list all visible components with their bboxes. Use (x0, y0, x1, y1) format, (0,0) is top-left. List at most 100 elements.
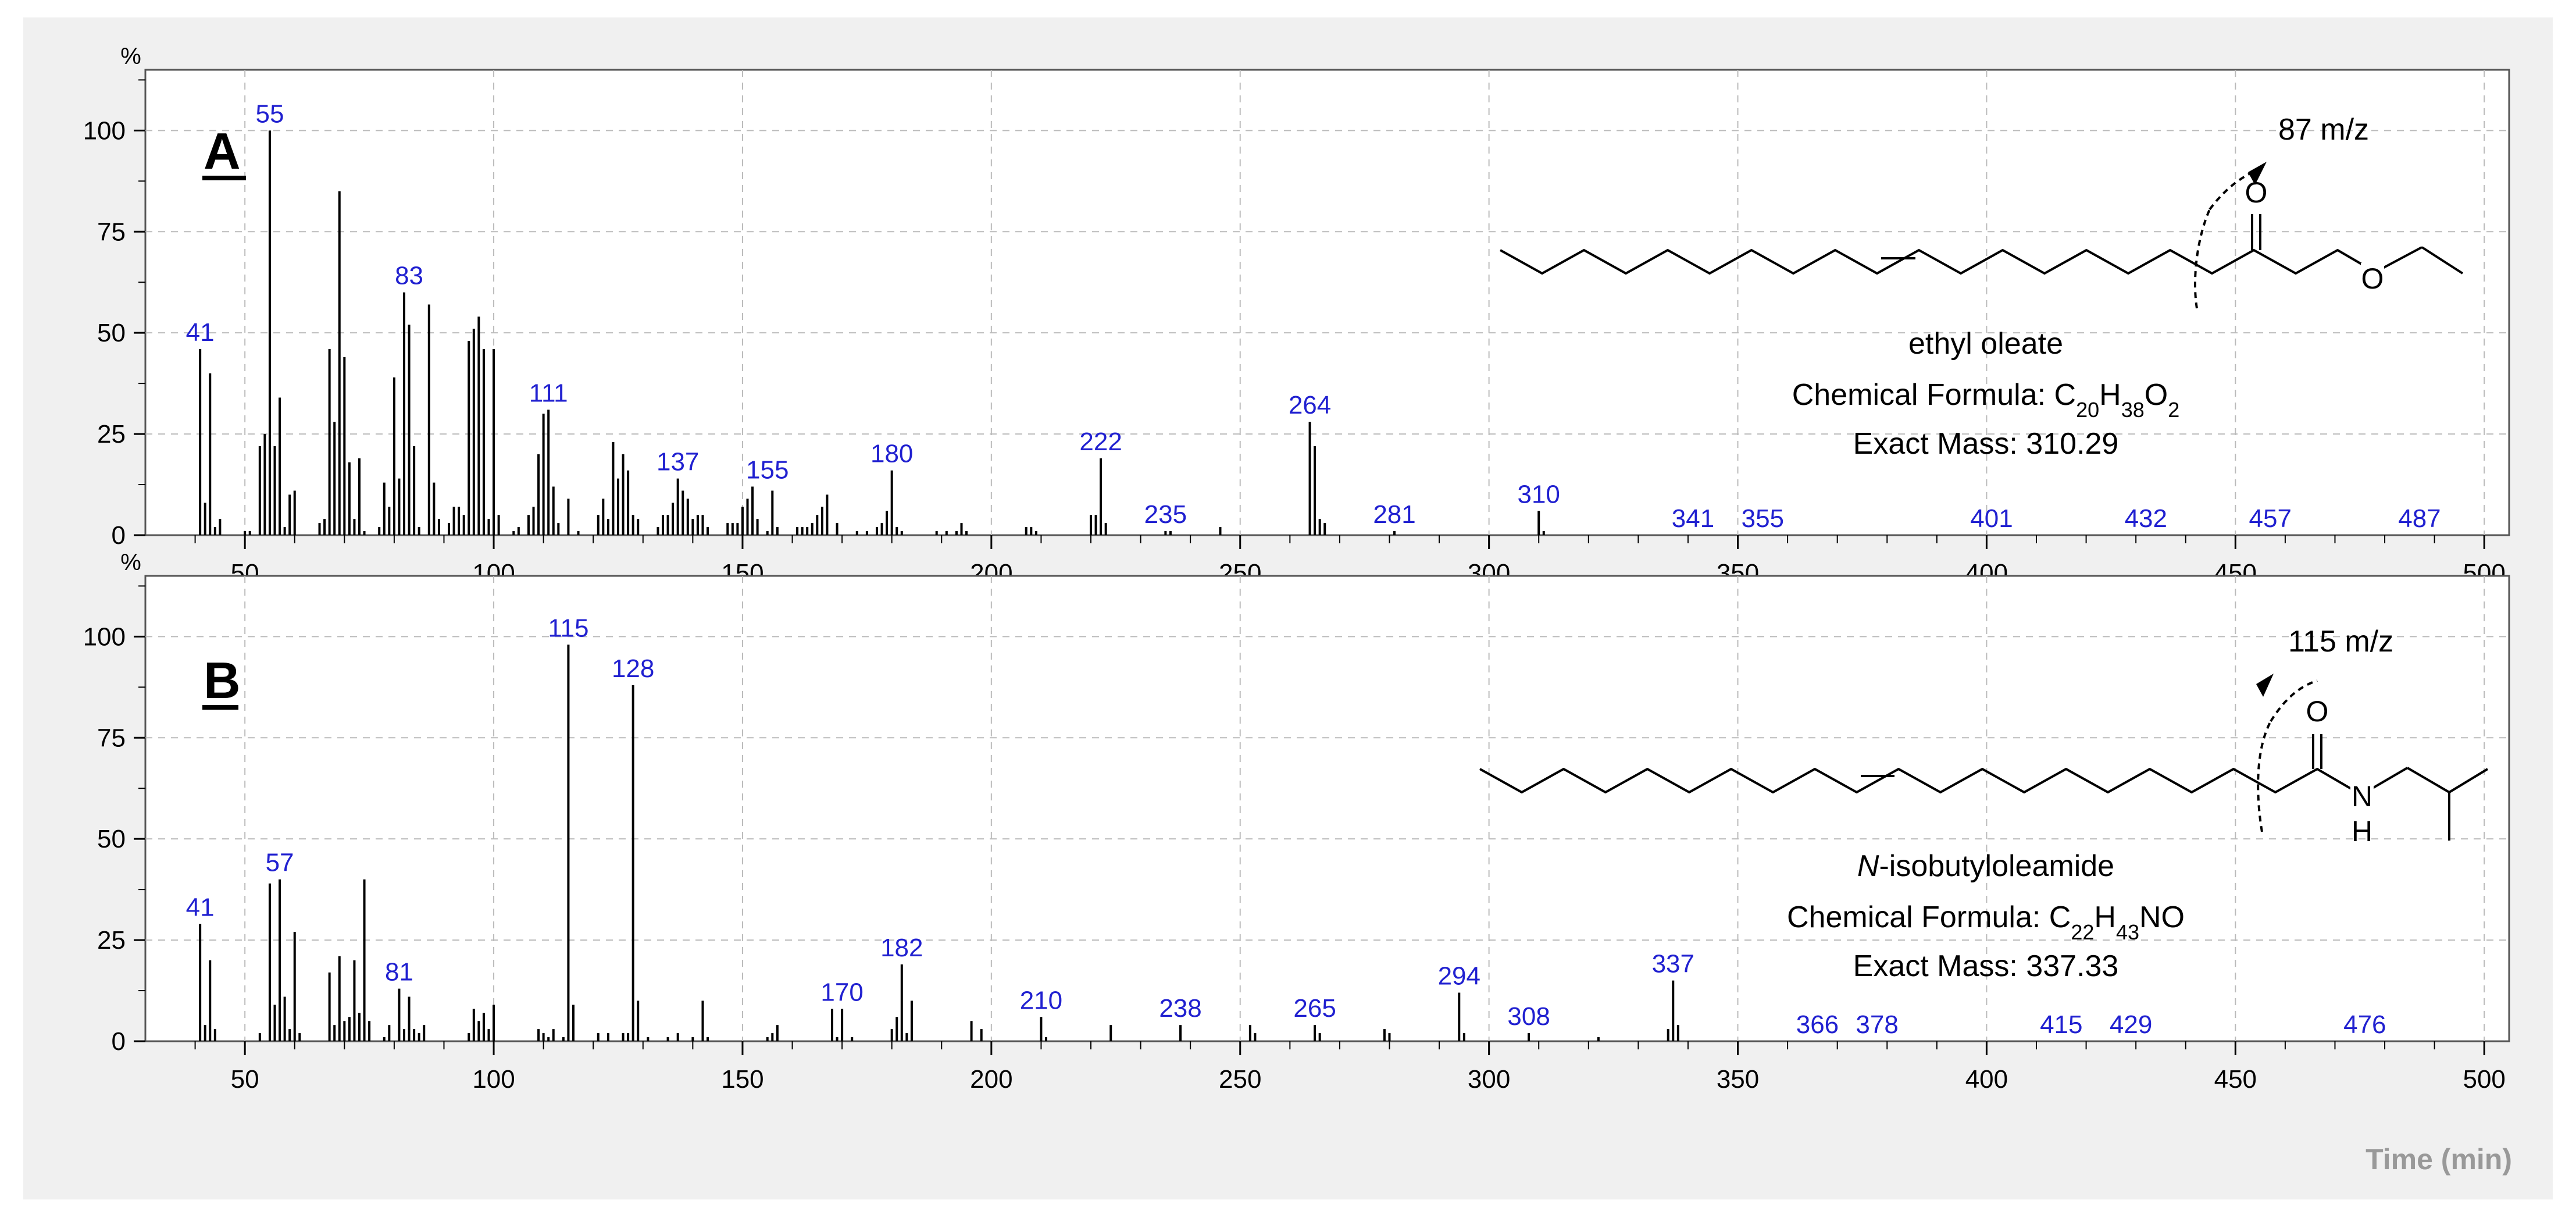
isobutyl-1 (2371, 767, 2409, 789)
peak-label-a-457: 457 (2249, 504, 2292, 533)
exact-mass-a: Exact Mass: 310.29 (1853, 427, 2119, 461)
peak-label-a-137: 137 (657, 448, 699, 476)
peak-label-b-41: 41 (186, 893, 215, 921)
peak-label-b-337: 337 (1652, 950, 1694, 978)
y-tick-label-b-2: 50 (97, 825, 126, 853)
peak-label-a-155: 155 (746, 456, 789, 485)
chemical-formula-b: Chemical Formula: C22H43NO (1787, 900, 2185, 944)
x-tick-label-b-2: 150 (721, 1065, 763, 1094)
isobutyl-3 (2448, 768, 2489, 793)
y-tick-label-a-2: 50 (97, 319, 126, 347)
y-tick-label-b-0: 0 (112, 1027, 126, 1056)
y-tick-label-a-4: 100 (83, 116, 126, 145)
peak-label-a-222: 222 (1079, 428, 1122, 456)
peak-label-a-341: 341 (1672, 504, 1714, 533)
fragment-label-a: 87 m/z (2278, 113, 2369, 147)
peak-label-a-487: 487 (2398, 504, 2441, 533)
y-tick-label-a-1: 25 (97, 420, 126, 448)
formula-part-a-2: H (2099, 378, 2121, 412)
peak-label-a-41: 41 (186, 318, 215, 347)
peak-labels-a: 41 55 83 111 137 155 180 222 235 264 281 310 341 355 4… (186, 99, 2441, 533)
panel-label-a: A (204, 122, 241, 180)
formula-part-b-4: NO (2139, 900, 2185, 934)
peak-label-b-81: 81 (385, 958, 413, 987)
gridlines-a (145, 70, 2509, 535)
peaks-a (199, 130, 1545, 535)
peak-label-b-265: 265 (1293, 994, 1336, 1023)
amide-n-bg (2350, 781, 2374, 810)
formula-part-a-5: 2 (2168, 398, 2179, 422)
peak-label-b-128: 128 (612, 654, 654, 683)
chemical-formula-a: Chemical Formula: C20H38O2 (1792, 378, 2180, 422)
ester-o-bg (2361, 263, 2384, 292)
y-tick-label-a-0: 0 (112, 521, 126, 550)
peak-label-b-238: 238 (1159, 994, 1201, 1023)
compound-name-b-rest: -isobutyloleamide (1879, 849, 2114, 883)
ethyl-oleate-ethyl-2 (2421, 246, 2464, 275)
gridlines-b (145, 576, 2509, 1041)
fragment-label-b: 115 m/z (2288, 625, 2393, 658)
fragment-cleavage-line-a (2194, 209, 2211, 309)
formula-prefix-a: Chemical Formula: (1792, 378, 2054, 412)
plot-area-a (144, 69, 2510, 536)
panel-label-b-underline (202, 705, 238, 710)
x-tick-label-b-6: 350 (1717, 1065, 1759, 1094)
peak-label-a-83: 83 (395, 262, 423, 290)
exact-mass-b: Exact Mass: 337.33 (1853, 949, 2119, 983)
compound-name-b: N-isobutyloleamide (1857, 849, 2114, 883)
x-tick-label-b-4: 250 (1219, 1065, 1261, 1094)
peak-label-a-235: 235 (1144, 500, 1187, 529)
formula-prefix-b: Chemical Formula: (1787, 900, 2049, 934)
carbonyl-o-b: O (2306, 695, 2329, 728)
peak-label-b-308: 308 (1507, 1002, 1550, 1031)
isobutyl-2 (2406, 767, 2450, 793)
isobutyloleamide-structure (1479, 679, 2489, 841)
peak-label-a-401: 401 (1970, 504, 2013, 533)
x-tick-label-b-8: 450 (2214, 1065, 2257, 1094)
y-unit-label-b: % (120, 550, 141, 575)
peak-label-a-55: 55 (255, 99, 284, 128)
carbonyl-o-a: O (2245, 176, 2268, 209)
peak-label-b-429: 429 (2110, 1010, 2152, 1039)
ethyl-oleate-structure (1500, 168, 2464, 309)
x-tick-label-b-3: 200 (970, 1065, 1012, 1094)
peak-labels-b: 41 57 81 115 128 170 182 210 238 265 294 308 337 366 3… (186, 614, 2386, 1039)
peak-label-b-415: 415 (2040, 1010, 2082, 1039)
y-axis-ticks-a: 0 25 50 75 100 (83, 79, 145, 550)
peak-label-b-210: 210 (1020, 986, 1062, 1014)
ethyl-oleate-ethyl-1 (2378, 246, 2422, 272)
peak-label-a-310: 310 (1517, 480, 1560, 508)
x-tick-label-b-5: 300 (1468, 1065, 1510, 1094)
peak-label-b-57: 57 (266, 849, 294, 877)
formula-part-a-0: C (2054, 378, 2077, 412)
amide-h: H (2352, 815, 2372, 848)
peak-label-b-476: 476 (2343, 1010, 2386, 1039)
peak-label-a-355: 355 (1742, 504, 1784, 533)
ethyl-oleate-chain (1500, 249, 2374, 275)
peak-label-a-432: 432 (2125, 504, 2167, 533)
peak-label-a-111: 111 (529, 379, 568, 407)
y-tick-label-a-3: 75 (97, 218, 126, 246)
peak-label-b-366: 366 (1796, 1010, 1839, 1039)
formula-part-a-4: O (2145, 378, 2168, 412)
ester-o-a: O (2361, 262, 2384, 295)
y-unit-label-a: % (120, 44, 141, 69)
y-tick-label-b-4: 100 (83, 622, 126, 651)
fragment-arrowhead-b (2256, 674, 2274, 697)
formula-part-b-3: 43 (2116, 920, 2139, 944)
x-axis-ticks-b: 50 100 150 200 250 300 350 400 450 500 (194, 1041, 2506, 1094)
compound-name-b-italic: N (1857, 849, 1879, 883)
peak-label-b-115: 115 (548, 614, 588, 642)
peak-label-a-264: 264 (1289, 391, 1331, 419)
y-tick-label-b-3: 75 (97, 724, 126, 752)
x-tick-label-b-7: 400 (1965, 1065, 2008, 1094)
formula-part-b-1: 22 (2071, 920, 2094, 944)
x-axis-title: Time (min) (2366, 1143, 2512, 1176)
peak-label-b-182: 182 (880, 934, 923, 962)
x-tick-label-b-0: 50 (231, 1065, 259, 1094)
panel-label-b: B (204, 651, 241, 709)
peak-label-a-180: 180 (870, 440, 913, 468)
formula-part-b-0: C (2049, 900, 2071, 934)
